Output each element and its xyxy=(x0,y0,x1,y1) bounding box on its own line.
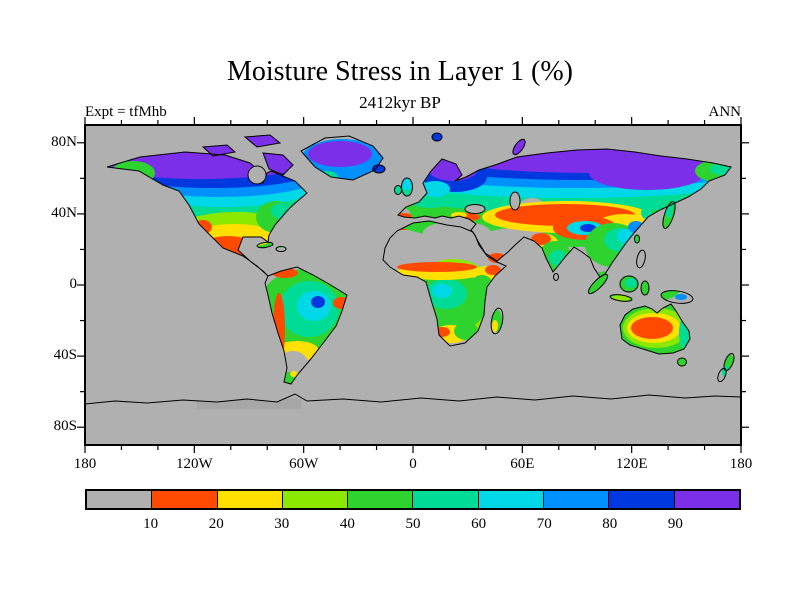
y-tick-label: 40N xyxy=(51,204,77,221)
colorbar-tick-label: 40 xyxy=(339,516,355,532)
x-tick-label: 60E xyxy=(510,456,535,472)
subtitle-time-label: 2412kyr BP xyxy=(359,93,441,112)
x-tick-label: 180 xyxy=(73,456,97,472)
colorbar-cell xyxy=(347,491,413,508)
colorbar-cell xyxy=(151,491,217,508)
x-tick-label: 60W xyxy=(289,456,319,472)
experiment-label: Expt = tfMhb xyxy=(85,104,167,120)
colorbar-cell xyxy=(608,491,674,508)
colorbar-cell xyxy=(543,491,609,508)
y-tick-label: 80N xyxy=(51,133,77,150)
map-area xyxy=(73,113,753,457)
colorbar-tick-label: 10 xyxy=(143,516,159,532)
colorbar-tick-label: 70 xyxy=(536,516,552,532)
colorbar-tick-label: 50 xyxy=(405,516,421,532)
plot-frame xyxy=(84,124,742,446)
page-title: Moisture Stress in Layer 1 (%) xyxy=(226,56,574,87)
lakes xyxy=(247,165,521,214)
colorbar-cell xyxy=(477,491,544,508)
colorbar-cell xyxy=(412,491,478,508)
colorbar-cell xyxy=(673,491,739,508)
x-tick-label: 180 xyxy=(729,456,753,472)
colorbar-cell xyxy=(216,491,282,508)
colorbar xyxy=(85,489,741,510)
x-tick-label: 120W xyxy=(175,456,213,472)
colorbar-tick-label: 80 xyxy=(602,516,618,532)
y-tick-label: 80S xyxy=(53,418,77,435)
colorbar-tick-label: 60 xyxy=(471,516,487,532)
y-tick-label: 0 xyxy=(69,276,78,292)
season-label: ANN xyxy=(708,104,742,120)
colorbar-cell xyxy=(281,491,348,508)
y-tick-label: 40S xyxy=(53,347,77,364)
colorbar-tick-label: 20 xyxy=(208,516,224,532)
world-map xyxy=(77,117,749,453)
colorbar-tick-label: 90 xyxy=(667,516,683,532)
colorbar-cell xyxy=(87,491,152,508)
x-tick-label: 120E xyxy=(615,456,648,472)
colorbar-tick-label: 30 xyxy=(274,516,290,532)
x-tick-label: 0 xyxy=(409,456,417,472)
